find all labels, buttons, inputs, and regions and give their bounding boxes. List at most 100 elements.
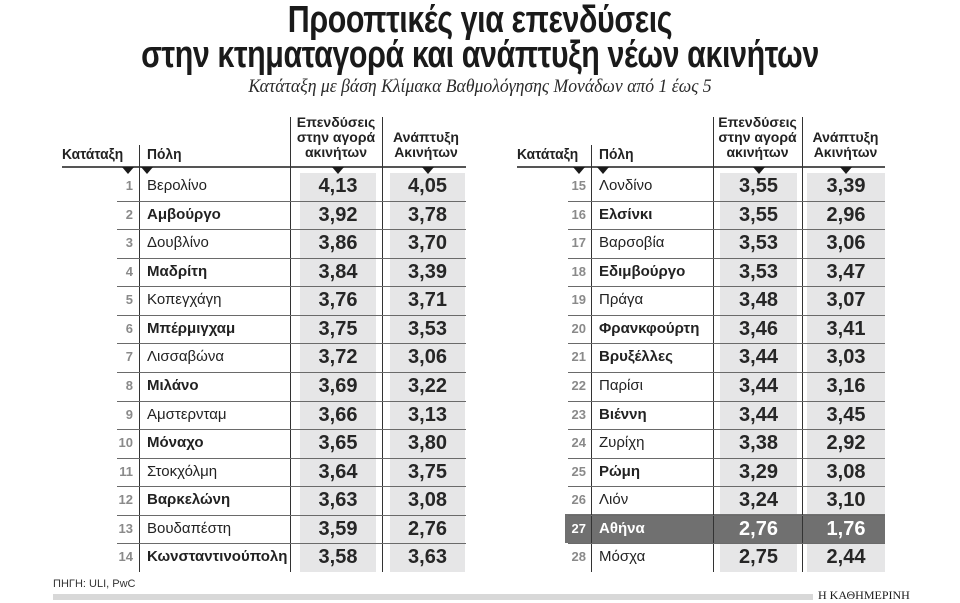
column-header-rank: Κατάταξη xyxy=(517,146,579,163)
row-divider xyxy=(568,400,885,402)
row-divider xyxy=(568,486,885,488)
row-divider xyxy=(568,457,885,459)
row-divider xyxy=(117,514,466,516)
row-development-score: 3,16 xyxy=(826,374,866,397)
row-investment-score: 3,38 xyxy=(739,432,778,455)
source-note: ΠΗΓΗ: ULI, PwC xyxy=(53,578,136,590)
row-investment-score: 3,84 xyxy=(318,260,358,283)
row-divider xyxy=(117,286,466,288)
row-development-score: 3,45 xyxy=(826,403,866,426)
row-rank: 14 xyxy=(118,549,133,565)
row-investment-score: 3,44 xyxy=(739,346,778,369)
row-development-score: 3,10 xyxy=(826,489,866,512)
row-rank: 20 xyxy=(571,320,586,336)
row-development-score: 2,44 xyxy=(826,546,866,569)
column-header-development: Ανάπτυξη xyxy=(812,129,879,145)
row-investment-score: 2,75 xyxy=(739,546,778,569)
row-development-score: 3,53 xyxy=(408,317,447,340)
row-divider xyxy=(568,371,885,373)
row-city: Ελσίνκι xyxy=(599,205,653,223)
row-city: Αμστερνταμ xyxy=(147,405,227,423)
row-rank: 22 xyxy=(571,377,586,393)
sort-triangle-rank-icon xyxy=(122,167,134,174)
sort-triangle-development-icon xyxy=(840,167,852,174)
row-divider xyxy=(568,257,885,259)
row-divider xyxy=(117,400,466,402)
row-development-score: 3,07 xyxy=(826,289,866,312)
sort-triangle-city-icon xyxy=(141,167,153,174)
row-development-score: 3,06 xyxy=(826,232,866,255)
row-city: Βαρσοβία xyxy=(599,234,665,252)
row-development-score: 3,08 xyxy=(408,489,447,512)
row-development-score: 3,75 xyxy=(408,460,447,483)
row-development-score: 4,05 xyxy=(408,175,447,197)
row-divider xyxy=(568,314,885,316)
row-investment-score: 3,55 xyxy=(739,175,778,197)
row-rank: 25 xyxy=(571,463,586,479)
row-development-score: 3,63 xyxy=(408,546,447,569)
row-city: Πράγα xyxy=(599,291,644,309)
row-city: Μπέρμιγχαμ xyxy=(147,319,236,337)
row-city: Ζυρίχη xyxy=(599,434,645,452)
row-divider xyxy=(117,429,466,431)
row-city: Παρίσι xyxy=(599,376,643,394)
row-rank: 26 xyxy=(571,492,586,508)
investment-development-divider xyxy=(382,117,383,572)
row-investment-score: 2,76 xyxy=(739,517,778,540)
row-rank: 12 xyxy=(118,492,133,508)
row-rank: 16 xyxy=(571,206,586,222)
sort-triangle-city-icon xyxy=(597,167,609,174)
rank-city-divider xyxy=(139,145,140,572)
row-investment-score: 3,48 xyxy=(739,289,778,312)
row-divider xyxy=(568,429,885,431)
row-development-score: 3,08 xyxy=(826,460,866,483)
title-line-1: Προοπτικές για επενδύσεις xyxy=(287,0,673,41)
column-header-city: Πόλη xyxy=(147,146,182,163)
row-development-score: 1,76 xyxy=(826,517,866,540)
row-investment-score: 3,86 xyxy=(318,232,358,255)
sort-triangle-investment-icon xyxy=(752,167,765,174)
row-rank: 4 xyxy=(125,263,133,279)
footer-bar xyxy=(53,594,813,600)
column-header-investment: ακινήτων xyxy=(726,144,789,160)
row-city: Βερολίνο xyxy=(147,177,207,194)
row-city: Βουδαπέστη xyxy=(147,519,232,537)
row-city: Κοπεγχάγη xyxy=(147,291,222,309)
row-development-score: 3,47 xyxy=(826,260,866,283)
column-header-investment: στην αγορά xyxy=(718,129,797,145)
row-development-score: 3,03 xyxy=(826,346,866,369)
row-city: Εδιμβούργο xyxy=(599,262,686,280)
row-city: Μαδρίτη xyxy=(147,262,208,280)
row-development-score: 3,22 xyxy=(408,374,447,397)
rank-city-divider xyxy=(591,145,592,572)
row-divider xyxy=(117,343,466,345)
row-rank: 11 xyxy=(119,463,133,479)
row-city: Στοκχόλμη xyxy=(147,462,218,480)
row-city: Ρώμη xyxy=(599,462,641,480)
row-rank: 21 xyxy=(571,349,586,365)
row-rank: 1 xyxy=(125,178,133,193)
row-divider xyxy=(568,514,885,516)
row-investment-score: 3,65 xyxy=(318,432,358,455)
row-development-score: 3,39 xyxy=(826,175,866,197)
row-investment-score: 3,53 xyxy=(739,232,778,255)
row-rank: 28 xyxy=(571,549,586,565)
row-development-score: 3,80 xyxy=(408,432,447,455)
header-divider xyxy=(517,166,885,168)
row-investment-score: 3,58 xyxy=(318,546,358,569)
row-investment-score: 3,44 xyxy=(739,374,778,397)
row-development-score: 2,76 xyxy=(408,517,447,540)
row-development-score: 2,92 xyxy=(826,432,866,455)
row-rank: 8 xyxy=(125,377,133,393)
row-divider xyxy=(117,371,466,373)
row-divider xyxy=(117,229,466,231)
column-header-investment: Επενδύσεις xyxy=(296,114,376,130)
row-development-score: 3,70 xyxy=(408,232,447,255)
column-header-city: Πόλη xyxy=(599,146,634,163)
row-city: Δουβλίνο xyxy=(147,234,209,252)
sort-triangle-rank-icon xyxy=(573,167,585,174)
row-investment-score: 3,76 xyxy=(318,289,358,312)
row-rank: 19 xyxy=(571,292,586,308)
row-investment-score: 3,66 xyxy=(318,403,358,426)
row-city: Μόναχο xyxy=(147,434,204,452)
